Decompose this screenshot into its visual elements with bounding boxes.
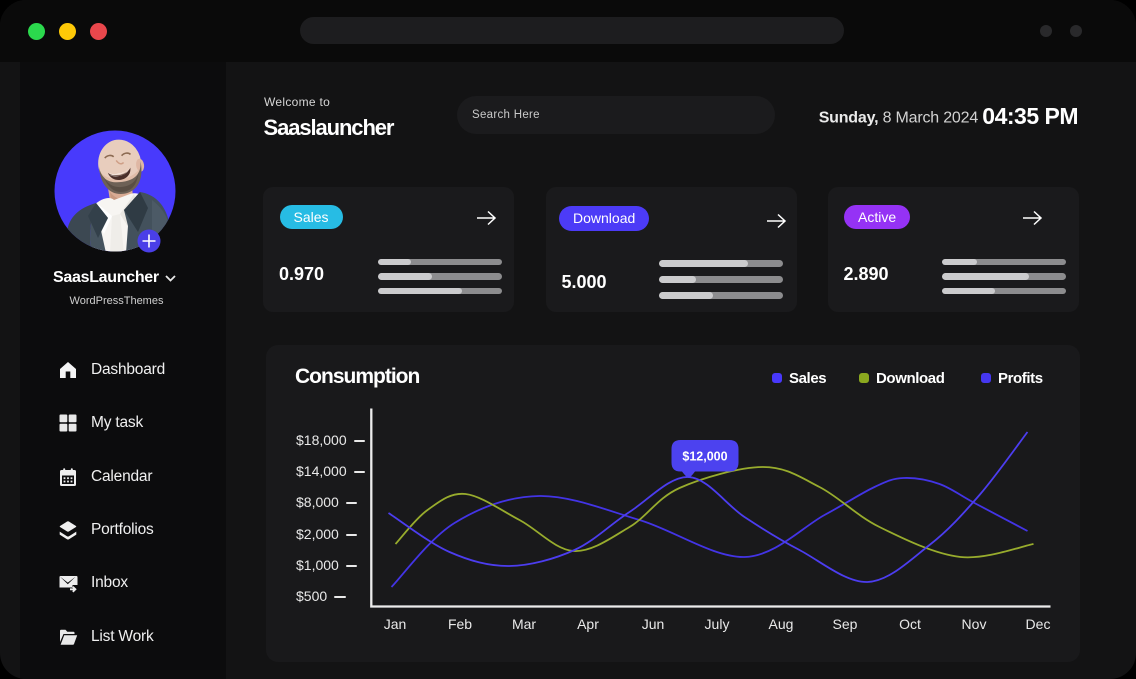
svg-text:$12,000: $12,000 — [682, 450, 727, 464]
